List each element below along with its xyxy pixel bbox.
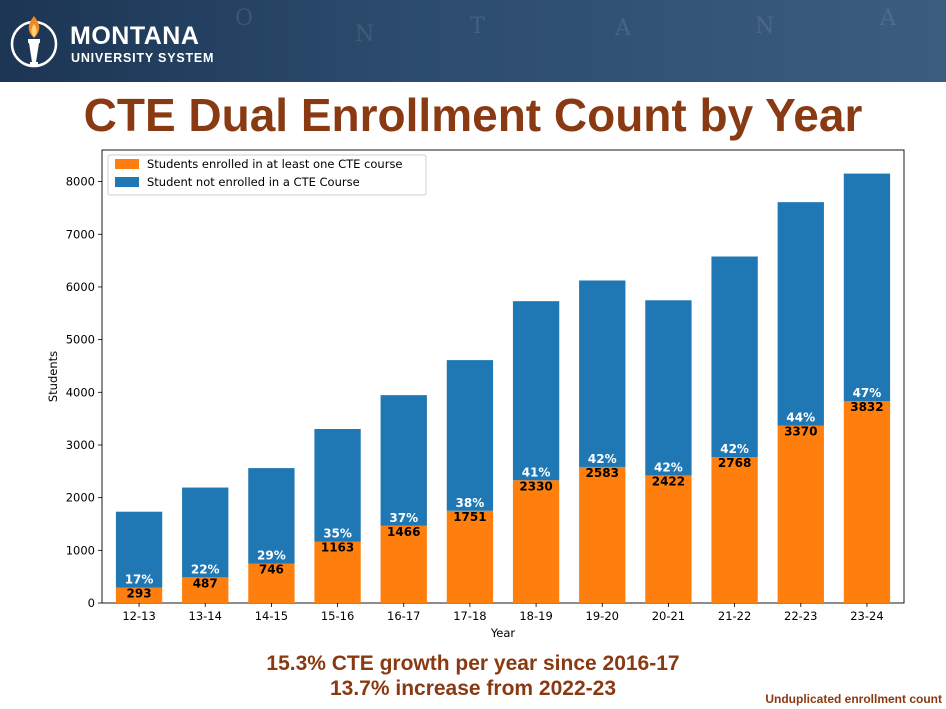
- x-tick-label: 18-19: [519, 609, 552, 623]
- growth-note: 15.3% CTE growth per year since 2016-17: [266, 652, 680, 675]
- bar-cte: [711, 457, 758, 603]
- legend-label-cte: Students enrolled in at least one CTE co…: [147, 157, 403, 171]
- logo-subtitle: UNIVERSITY SYSTEM: [71, 51, 215, 65]
- bar-cte: [843, 401, 891, 603]
- bar-non-cte: [512, 301, 560, 481]
- y-tick-label: 7000: [66, 227, 95, 241]
- cte-count-label: 1163: [321, 541, 354, 555]
- percent-label: 42%: [654, 460, 683, 474]
- bar-non-cte: [314, 429, 361, 542]
- x-tick-label: 15-16: [321, 609, 354, 623]
- bar-cte: [182, 577, 229, 603]
- logo-title: MONTANA: [70, 22, 200, 50]
- bar-cte: [579, 466, 626, 603]
- cte-count-label: 2583: [586, 466, 619, 480]
- bar-non-cte: [711, 256, 758, 458]
- bar-cte: [512, 480, 560, 603]
- plot-frame: [101, 149, 905, 604]
- map-letter: T: [470, 14, 487, 39]
- cte-count-label: 746: [259, 563, 284, 577]
- percent-label: 41%: [522, 465, 551, 479]
- bar-non-cte: [248, 468, 295, 564]
- cte-count-label: 487: [193, 576, 218, 590]
- bar-cte: [446, 510, 494, 603]
- cte-count-label: 3370: [784, 424, 817, 438]
- bar-non-cte: [115, 511, 163, 588]
- bar-cte: [380, 525, 427, 603]
- percent-label: 38%: [456, 496, 485, 510]
- cte-count-label: 293: [127, 587, 152, 601]
- bar-non-cte: [843, 173, 891, 402]
- x-tick-label: 12-13: [122, 609, 155, 623]
- bar-cte: [777, 425, 824, 603]
- bar-cte: [115, 587, 163, 603]
- legend-swatch-non-cte: [115, 177, 139, 187]
- cte-count-label: 2330: [519, 479, 552, 493]
- y-tick-label: 3000: [66, 438, 95, 452]
- y-tick-label: 6000: [66, 280, 95, 294]
- x-tick-label: 21-22: [718, 609, 751, 623]
- x-tick-label: 22-23: [784, 609, 817, 623]
- x-tick-label: 19-20: [586, 609, 619, 623]
- percent-label: 44%: [786, 410, 815, 424]
- cte-count-label: 1466: [387, 525, 420, 539]
- bar-non-cte: [645, 300, 692, 476]
- x-tick-label: 16-17: [387, 609, 420, 623]
- map-letter: N: [355, 22, 377, 47]
- y-tick-label: 0: [88, 596, 95, 610]
- bar-non-cte: [182, 487, 229, 578]
- x-tick-label: 14-15: [255, 609, 288, 623]
- cte-count-label: 2422: [652, 474, 685, 488]
- percent-label: 37%: [389, 511, 418, 525]
- bar-non-cte: [380, 395, 427, 526]
- y-tick-label: 5000: [66, 333, 95, 347]
- x-tick-label: 17-18: [453, 609, 486, 623]
- y-axis-label: Students: [46, 351, 60, 402]
- percent-label: 42%: [720, 442, 749, 456]
- torch-logo-icon: [10, 16, 58, 68]
- map-letter: N: [755, 14, 777, 39]
- y-tick-label: 1000: [66, 543, 95, 557]
- x-tick-label: 20-21: [652, 609, 685, 623]
- enrollment-count-note: Unduplicated enrollment count: [765, 692, 942, 706]
- legend-box: [107, 154, 427, 196]
- percent-label: 35%: [323, 527, 352, 541]
- map-letter: A: [615, 16, 633, 41]
- x-tick-label: 23-24: [850, 609, 883, 623]
- page-title: CTE Dual Enrollment Count by Year: [83, 89, 863, 141]
- x-tick-label: 13-14: [189, 609, 222, 623]
- map-letter: A: [880, 6, 898, 31]
- percent-label: 29%: [257, 549, 286, 563]
- cte-count-label: 1751: [453, 510, 486, 524]
- cte-count-label: 2768: [718, 456, 751, 470]
- y-tick-label: 2000: [66, 491, 95, 505]
- increase-note: 13.7% increase from 2022-23: [329, 677, 616, 700]
- percent-label: 17%: [125, 573, 154, 587]
- cte-count-label: 3832: [850, 400, 883, 414]
- y-tick-label: 4000: [66, 385, 95, 399]
- y-tick-label: 8000: [66, 175, 95, 189]
- percent-label: 47%: [853, 386, 882, 400]
- percent-label: 42%: [588, 452, 617, 466]
- x-axis-label: Year: [490, 626, 516, 640]
- bar-non-cte: [579, 280, 626, 467]
- legend-label-non-cte: Student not enrolled in a CTE Course: [147, 175, 360, 189]
- bar-cte: [314, 541, 361, 603]
- bar-non-cte: [446, 360, 494, 511]
- bar-non-cte: [777, 202, 824, 426]
- map-letter: O: [235, 6, 256, 31]
- header-banner: O N T A N A MONTANA UNIVERSITY SYSTEM: [0, 0, 946, 82]
- bar-cte: [645, 475, 692, 603]
- legend-swatch-cte: [115, 159, 139, 169]
- percent-label: 22%: [191, 562, 220, 576]
- bar-cte: [248, 563, 295, 603]
